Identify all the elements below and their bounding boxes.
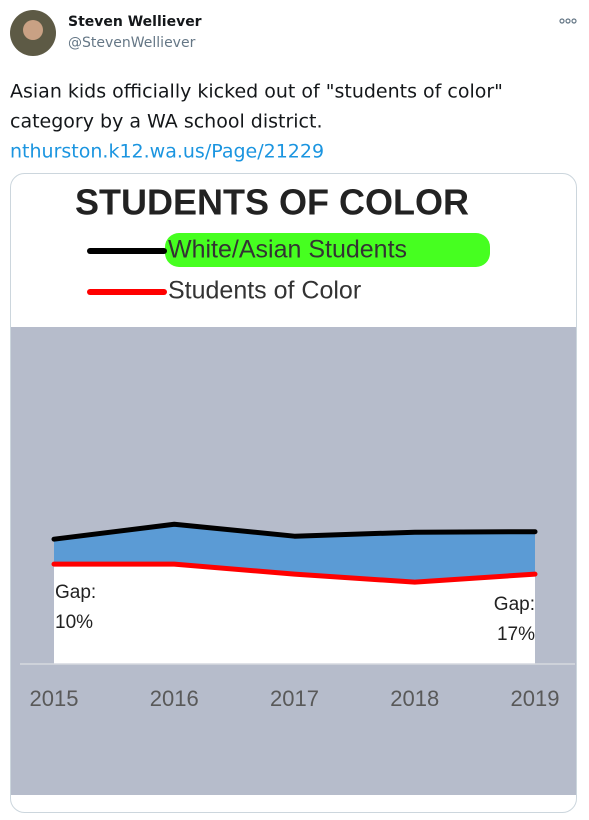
- media-card[interactable]: STUDENTS OF COLOR White/Asian Students Stu…: [10, 173, 577, 813]
- gap-area: [54, 524, 535, 583]
- x-tick-label: 2018: [390, 686, 439, 711]
- gap-annotation: 10%: [55, 612, 93, 633]
- baseline-area: [54, 564, 535, 664]
- gap-annotation: Gap:: [55, 582, 96, 603]
- author-handle[interactable]: @StevenWelliever: [68, 35, 196, 51]
- author-name[interactable]: Steven Welliever: [68, 14, 202, 30]
- tweet-text: category by a WA school district.: [10, 111, 323, 133]
- legend-highlight: [165, 233, 490, 267]
- x-tick-label: 2016: [150, 686, 199, 711]
- x-tick-label: 2015: [30, 686, 79, 711]
- legend-label: Students of Color: [168, 277, 361, 305]
- chart-title: STUDENTS OF COLOR: [75, 182, 469, 223]
- x-tick-label: 2017: [270, 686, 319, 711]
- series-line: [51, 521, 538, 542]
- tweet-link[interactable]: nthurston.k12.wa.us/Page/21229: [10, 141, 324, 163]
- x-tick-label: 2019: [511, 686, 560, 711]
- more-button[interactable]: [559, 18, 577, 24]
- series-line: [51, 561, 538, 585]
- gap-annotation: 17%: [497, 624, 535, 645]
- card-border: [10, 173, 577, 813]
- legend-label: White/Asian Students: [168, 236, 407, 264]
- avatar-face: [23, 20, 43, 40]
- gap-annotation: Gap:: [494, 594, 535, 615]
- tweet-text: Asian kids officially kicked out of "stu…: [10, 81, 503, 103]
